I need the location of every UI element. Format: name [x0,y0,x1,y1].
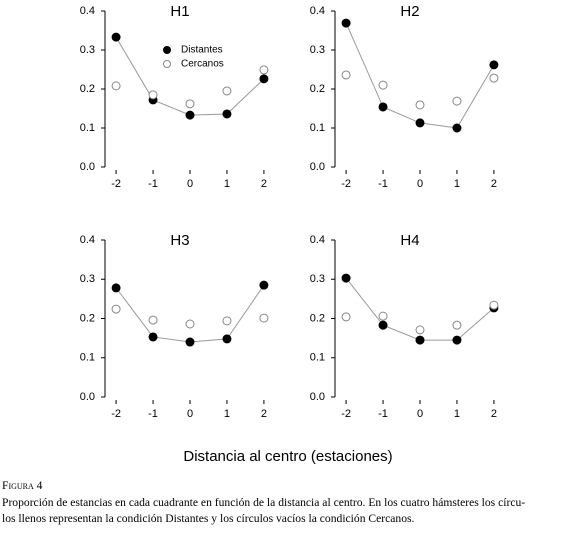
figure: Distancia al centro (estaciones) 0.0 0.1 0… [80,3,499,465]
y-tick-label: 0.4 [80,5,95,17]
x-tick-label: 1 [454,408,460,420]
point [148,90,158,100]
y-tick-label: 0.2 [310,83,325,95]
point [378,102,388,112]
point [489,73,499,83]
series-line [115,284,265,343]
y-tick-label: 0.0 [80,391,95,403]
x-tick-label: 0 [187,408,193,420]
point [111,81,121,91]
caption-label: Figura 4 [2,479,43,492]
point [415,100,425,110]
point [489,60,499,70]
point [185,110,195,120]
y-tick-label: 0.4 [80,234,95,246]
point [111,283,121,293]
point [185,99,195,109]
legend-marker [163,60,171,68]
point [222,316,232,326]
y-tick-label: 0.0 [80,161,95,173]
point [341,18,351,28]
x-tick-label: 1 [224,408,230,420]
x-tick-label: -1 [378,178,388,190]
point [341,312,351,322]
point [148,315,158,325]
y-tick-label: 0.2 [80,312,95,324]
y-tick-label: 0.0 [310,161,325,173]
point [452,96,462,106]
y-tick-label: 0.3 [310,44,325,56]
x-tick-label: 0 [417,178,423,190]
panel-title: H4 [400,232,419,249]
x-tick-label: -2 [111,178,121,190]
y-tick-label: 0.0 [310,391,325,403]
y-tick-label: 0.3 [310,273,325,285]
point [452,320,462,330]
x-tick-label: -2 [341,408,351,420]
point [148,332,158,342]
point [111,32,121,42]
point [378,80,388,90]
x-tick-label: -2 [111,408,121,420]
x-tick-label: -2 [341,178,351,190]
point [111,304,121,314]
y-tick-label: 0.4 [310,234,325,246]
point [415,335,425,345]
y-tick-label: 0.1 [80,122,95,134]
y-tick-label: 0.3 [80,273,95,285]
point [489,300,499,310]
point [415,118,425,128]
series-line [345,22,495,129]
point [222,86,232,96]
x-tick-label: -1 [148,178,158,190]
y-tick-label: 0.1 [310,352,325,364]
point [259,280,269,290]
x-tick-label: 2 [491,178,497,190]
point [341,273,351,283]
x-tick-label: -1 [378,408,388,420]
point [259,65,269,75]
x-axis-label: Distancia al centro (estaciones) [183,448,392,465]
x-tick-label: 0 [187,178,193,190]
panel-title: H2 [400,3,419,20]
point [185,337,195,347]
y-tick-label: 0.2 [80,83,95,95]
x-tick-label: 2 [491,408,497,420]
caption-line: Proporción de estancias en cada cuadrant… [2,496,526,509]
point [341,70,351,80]
legend-label: Cercanos [181,59,224,70]
legend-label: Distantes [181,45,223,56]
panel-title: H3 [170,232,189,249]
point [222,109,232,119]
point [259,74,269,84]
y-tick-label: 0.1 [80,352,95,364]
y-tick-label: 0.2 [310,312,325,324]
x-tick-label: 1 [224,178,230,190]
caption-line: los llenos representan la condición Dist… [2,512,415,525]
point [378,311,388,321]
x-tick-label: 2 [261,178,267,190]
x-tick-label: 0 [417,408,423,420]
point [452,123,462,133]
point [185,319,195,329]
legend-marker [163,46,171,54]
point [415,325,425,335]
x-tick-label: 2 [261,408,267,420]
point [222,334,232,344]
y-tick-label: 0.4 [310,5,325,17]
point [259,313,269,323]
x-tick-label: -1 [148,408,158,420]
point [452,335,462,345]
y-tick-label: 0.1 [310,122,325,134]
x-tick-label: 1 [454,178,460,190]
point [378,320,388,330]
panel-title: H1 [170,3,189,20]
y-tick-label: 0.3 [80,44,95,56]
